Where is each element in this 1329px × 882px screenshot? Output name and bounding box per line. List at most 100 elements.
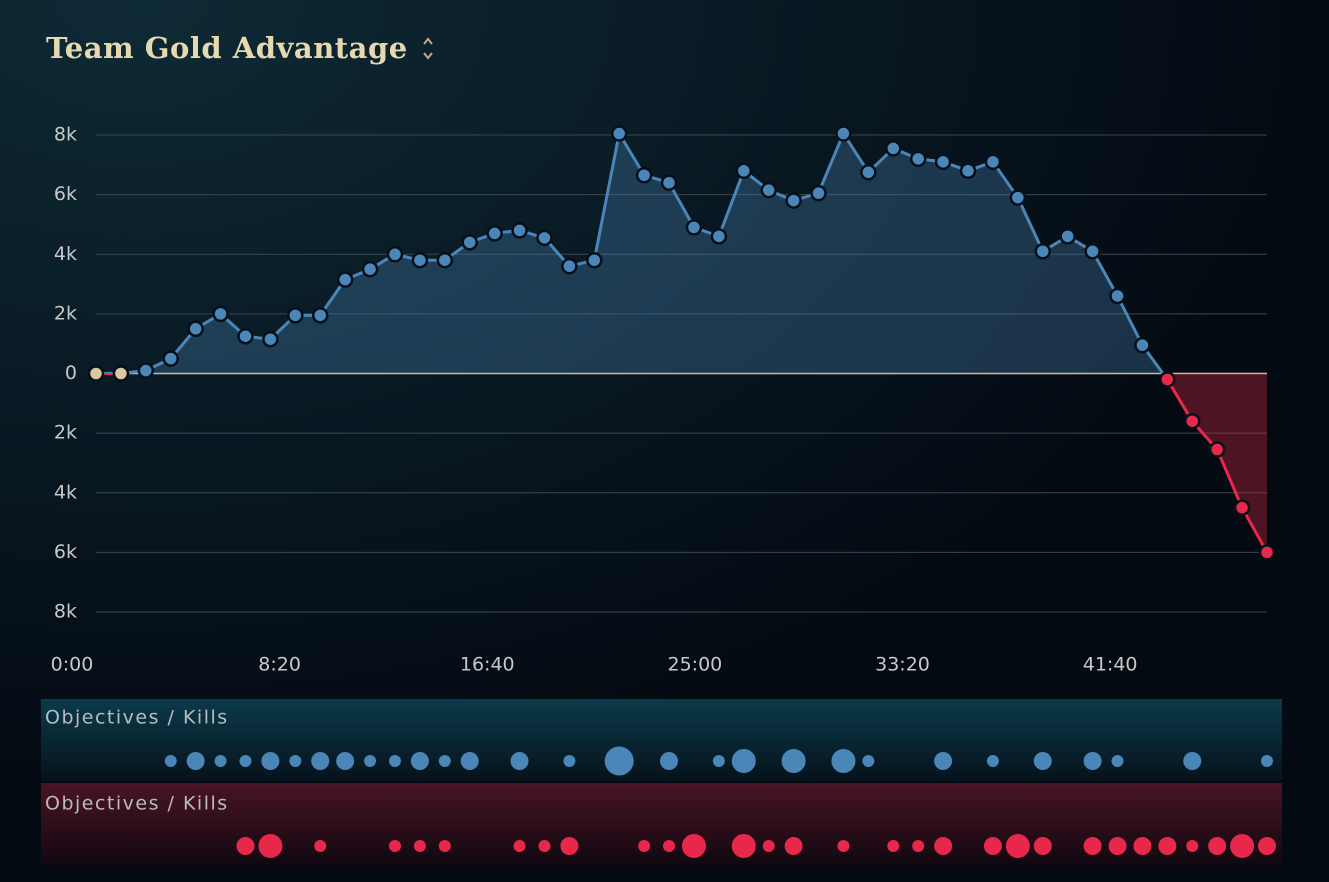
- gold-point: [262, 330, 279, 348]
- event-bubble: [364, 755, 377, 767]
- y-tick-label: 2k: [54, 422, 77, 444]
- gold-point: [237, 327, 254, 345]
- event-bubble: [604, 746, 634, 776]
- event-bubble: [660, 752, 679, 770]
- gold-point: [710, 228, 728, 245]
- gold-point: [860, 164, 877, 181]
- event-bubble: [239, 755, 252, 767]
- gold-point: [162, 350, 179, 367]
- event-bubble: [258, 834, 283, 858]
- event-bubble: [1033, 837, 1052, 855]
- y-tick-label: 2k: [54, 302, 77, 324]
- y-tick-label: 8k: [54, 601, 77, 623]
- event-bubble: [1133, 837, 1152, 855]
- gold-point: [959, 162, 977, 180]
- gold-point: [934, 153, 952, 171]
- gold-point: [386, 246, 404, 263]
- y-tick-label: 8k: [54, 124, 77, 146]
- gold-point: [212, 305, 229, 323]
- gold-point: [1034, 243, 1052, 260]
- sort-toggle[interactable]: [423, 37, 433, 60]
- event-bubble: [681, 834, 706, 858]
- gold-point: [87, 365, 105, 382]
- event-bubble: [214, 755, 227, 767]
- gold-point: [187, 320, 204, 338]
- event-bubble: [1083, 752, 1102, 770]
- event-bubble: [1033, 752, 1052, 770]
- event-bubble: [460, 752, 479, 770]
- event-bubble: [164, 755, 177, 767]
- event-bubble: [934, 752, 953, 770]
- event-bubble: [1208, 837, 1227, 855]
- event-bubble: [289, 755, 302, 767]
- event-bubble: [1108, 837, 1127, 855]
- x-tick-label: 33:20: [875, 654, 930, 676]
- gold-point: [1184, 412, 1201, 430]
- event-bubble: [862, 755, 875, 767]
- event-bubble: [731, 834, 756, 858]
- event-bubble: [563, 755, 576, 767]
- gold-point: [785, 192, 802, 209]
- sort-up[interactable]: [423, 37, 433, 45]
- gold-point: [112, 365, 130, 382]
- gold-point: [561, 257, 578, 275]
- sort-down[interactable]: [423, 52, 433, 60]
- gold-point: [810, 184, 827, 202]
- gold-point: [311, 307, 329, 324]
- gold-point: [635, 166, 653, 184]
- x-tick-label: 0:00: [51, 654, 94, 676]
- event-bubble: [731, 749, 756, 773]
- gold-point: [586, 251, 603, 269]
- event-bubble: [1005, 834, 1030, 858]
- event-bubble: [388, 840, 401, 852]
- row-label: Objectives / Kills: [45, 707, 229, 729]
- gold-point: [137, 362, 155, 379]
- gold-point: [610, 125, 628, 142]
- event-bubble: [638, 840, 651, 852]
- event-bubble: [784, 837, 803, 855]
- gold-point: [1009, 189, 1027, 206]
- y-tick-label: 6k: [54, 183, 77, 205]
- gold-point: [1059, 228, 1076, 245]
- event-bubble: [983, 837, 1002, 855]
- x-tick-label: 25:00: [667, 654, 722, 676]
- event-bubble: [1111, 755, 1124, 767]
- event-bubble: [1230, 834, 1255, 858]
- event-bubble: [1258, 837, 1276, 855]
- gold-point: [1134, 336, 1151, 354]
- gold-point: [1258, 544, 1276, 561]
- gold-area: [96, 133, 1267, 553]
- event-bubble: [336, 752, 355, 770]
- event-bubble: [986, 755, 999, 767]
- gold-point: [735, 162, 753, 180]
- y-tick-label: 0: [65, 362, 77, 384]
- gold-point: [835, 125, 852, 142]
- gold-point: [436, 251, 454, 269]
- event-bubble: [781, 749, 806, 773]
- gold-point: [411, 251, 429, 269]
- event-bubble: [934, 837, 953, 855]
- chart-title: Team Gold Advantage: [46, 31, 408, 65]
- event-bubble: [663, 840, 676, 852]
- gold-point: [1084, 243, 1101, 260]
- y-tick-label: 6k: [54, 541, 77, 563]
- gold-point: [660, 174, 678, 191]
- x-tick-label: 8:20: [258, 654, 301, 676]
- gold-point: [461, 234, 478, 251]
- event-bubble: [1083, 837, 1102, 855]
- event-bubble: [1261, 755, 1273, 767]
- gold-point: [287, 307, 304, 324]
- event-bubble: [314, 840, 327, 852]
- blue-event-band: [41, 699, 1282, 781]
- event-bubble: [1186, 840, 1199, 852]
- gold-point: [511, 222, 528, 239]
- event-bubble: [1183, 752, 1202, 770]
- gold-point: [685, 219, 703, 236]
- event-bubble: [236, 837, 255, 855]
- x-tick-label: 16:40: [460, 654, 515, 676]
- event-bubble: [837, 840, 850, 852]
- gold-point: [760, 181, 777, 199]
- event-bubble: [413, 840, 426, 852]
- y-tick-label: 4k: [54, 243, 77, 265]
